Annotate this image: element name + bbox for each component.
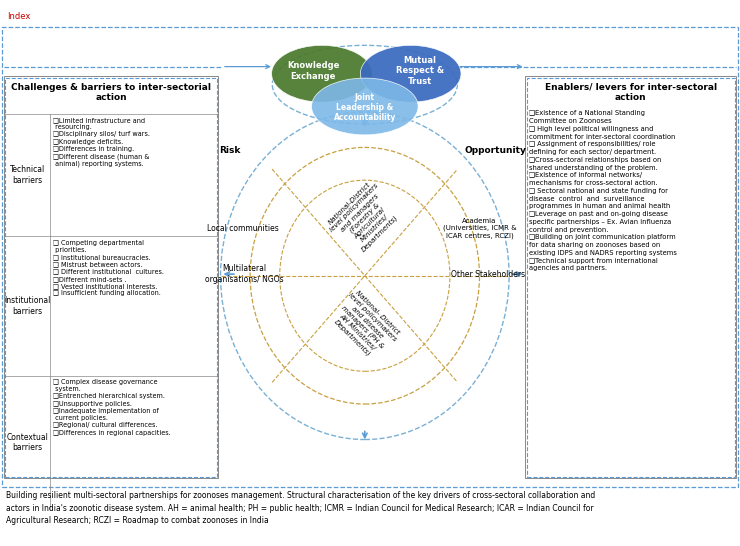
Text: National-District
level policymakers
and managers
(Forestry &
Agricultural
Minis: National-District level policymakers and… xyxy=(324,178,406,259)
Text: ❑Limited infrastructure and
 resourcing.
❑Disciplinary silos/ turf wars.
❑Knowle: ❑Limited infrastructure and resourcing. … xyxy=(53,117,149,167)
Text: Other Stakeholders: Other Stakeholders xyxy=(451,270,525,278)
Bar xyxy=(4,76,218,478)
Text: Building resilient multi-sectoral partnerships for zoonoses management. Structur: Building resilient multi-sectoral partne… xyxy=(6,491,595,525)
Text: Local communities: Local communities xyxy=(207,224,278,233)
Text: Technical
barriers: Technical barriers xyxy=(10,165,45,185)
Text: National- District
level policymakers
and disease
managers (PH &
AH Ministries/
: National- District level policymakers an… xyxy=(327,287,403,363)
Text: ❑Existence of a National Standing
Committee on Zoonoses
❑ High level political w: ❑Existence of a National Standing Commit… xyxy=(529,110,677,271)
Text: Contextual
barriers: Contextual barriers xyxy=(7,433,48,452)
Text: Enablers/ levers for inter-sectoral
action: Enablers/ levers for inter-sectoral acti… xyxy=(545,83,717,103)
Ellipse shape xyxy=(312,78,418,135)
Bar xyxy=(527,78,735,477)
Text: Risk: Risk xyxy=(219,146,240,155)
Ellipse shape xyxy=(360,45,461,102)
Text: Knowledge
Exchange: Knowledge Exchange xyxy=(287,61,339,81)
Ellipse shape xyxy=(272,45,372,102)
Text: Joint
Leadership &
Accountability: Joint Leadership & Accountability xyxy=(334,93,396,122)
Text: Mutual
Respect &
Trust: Mutual Respect & Trust xyxy=(395,56,444,86)
Text: Academia
(Universities, ICMR &
ICAR centres, RCZI): Academia (Universities, ICMR & ICAR cent… xyxy=(443,218,517,239)
Text: ❑ Complex disease governance
 system.
❑Entrenched hierarchical system.
❑Unsuppor: ❑ Complex disease governance system. ❑En… xyxy=(53,379,170,436)
Bar xyxy=(5,78,217,477)
Text: Index: Index xyxy=(7,12,31,21)
Text: ❑ Competing departmental
 priorities.
❑ Institutional bureaucracies.
❑ Mistrust : ❑ Competing departmental priorities. ❑ I… xyxy=(53,240,164,296)
Text: Multilateral
organisations/ NGOs: Multilateral organisations/ NGOs xyxy=(205,264,283,284)
Bar xyxy=(2,27,738,487)
Text: Institutional
barriers: Institutional barriers xyxy=(4,296,50,316)
Bar xyxy=(525,76,736,478)
Text: Challenges & barriers to inter-sectorial
action: Challenges & barriers to inter-sectorial… xyxy=(11,83,211,103)
Text: Opportunity: Opportunity xyxy=(465,146,527,155)
